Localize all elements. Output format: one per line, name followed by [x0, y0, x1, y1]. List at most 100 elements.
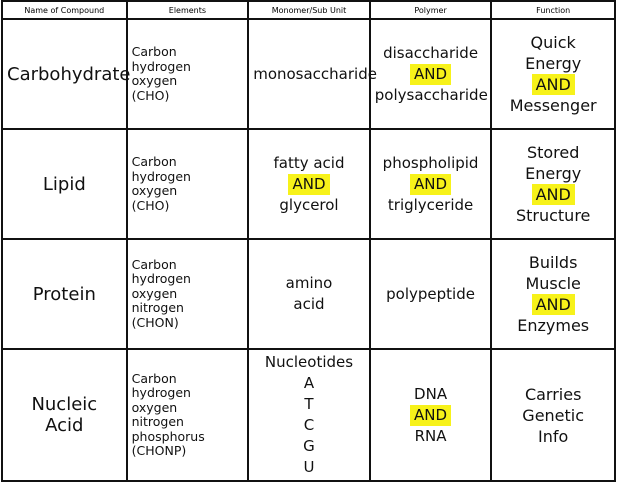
- cell-line: nitrogen: [132, 414, 244, 430]
- cell-text: Protein: [32, 283, 96, 305]
- cell-text: Quick: [530, 33, 576, 52]
- table-row: Protein Carbon hydrogen oxygen nitrogen (CHON…: [1, 238, 616, 350]
- cell-line: oxygen: [131, 399, 244, 416]
- cell-text: polypeptide: [386, 284, 475, 303]
- cell-text: (CHO): [131, 197, 170, 213]
- cell-line: hydrogen: [132, 272, 244, 287]
- cell-text: hydrogen: [131, 58, 191, 74]
- table-cell: Carbon hydrogen oxygen (CHO): [125, 18, 250, 130]
- cell-line: Stored: [496, 142, 610, 163]
- cell-text: Carbon: [131, 44, 177, 59]
- cell-line: polypeptide: [375, 284, 487, 305]
- cell-line: AND: [496, 74, 610, 95]
- column-header: Elements: [125, 0, 250, 20]
- cell-text: fatty acid: [273, 153, 345, 172]
- table-cell: polypeptide: [368, 238, 493, 350]
- cell-line: hydrogen: [132, 169, 244, 185]
- cell-text: T: [304, 395, 314, 413]
- column-header: Monomer/Sub Unit: [247, 0, 371, 20]
- cell-text: U: [303, 458, 315, 476]
- cell-line: polysaccharide: [374, 85, 488, 106]
- cell-text: polysaccharide: [374, 85, 488, 104]
- cell-line: hydrogen: [131, 58, 244, 75]
- cell-text: G: [303, 437, 315, 455]
- table-cell: disaccharide AND polysaccharide: [368, 18, 493, 130]
- cell-text: Acid: [45, 415, 84, 436]
- cell-text: hydrogen: [131, 271, 191, 287]
- cell-line: AND: [253, 173, 365, 195]
- table-row: Lipid Carbon hydrogen oxygen (CHO) fatty acid…: [1, 128, 616, 240]
- cell-line: Quick: [496, 32, 610, 53]
- cell-line: Structure: [496, 205, 610, 226]
- table-cell: Carbon hydrogen oxygen nitrogen phosphorus (C…: [125, 348, 250, 482]
- cell-line: disaccharide: [375, 43, 487, 64]
- cell-line: C: [253, 415, 365, 436]
- cell-line: Enzymes: [496, 315, 610, 336]
- highlighted-text: AND: [531, 74, 575, 95]
- cell-line: glycerol: [253, 195, 365, 216]
- cell-text: Stored: [526, 143, 580, 162]
- cell-text: (CHO): [131, 87, 170, 103]
- cell-line: amino: [253, 273, 365, 294]
- table-body: Carbohydrate Carbon hydrogen oxygen (CHO) mon…: [1, 18, 616, 482]
- cell-text: Nucleotides: [264, 353, 354, 371]
- cell-line: Nucleic: [7, 394, 122, 415]
- cell-text: Carries: [524, 384, 582, 404]
- highlighted-text: AND: [410, 173, 452, 195]
- highlighted-text: AND: [531, 294, 575, 315]
- highlighted-text: AND: [288, 173, 330, 195]
- cell-text: disaccharide: [383, 43, 479, 62]
- cell-text: Carbon: [131, 370, 177, 386]
- cell-text: Muscle: [525, 274, 581, 293]
- cell-line: AND: [496, 184, 610, 205]
- cell-line: fatty acid: [253, 153, 365, 174]
- table-cell: Lipid: [1, 128, 128, 240]
- cell-line: Muscle: [496, 273, 610, 294]
- header-row: Name of Compound Elements Monomer/Sub Unit…: [1, 0, 616, 20]
- cell-text: phospholipid: [382, 153, 479, 172]
- column-header: Polymer: [368, 0, 493, 20]
- cell-text: Messenger: [509, 96, 597, 115]
- cell-line: oxygen: [131, 73, 244, 89]
- cell-text: triglyceride: [387, 195, 474, 214]
- highlighted-text: AND: [531, 184, 575, 205]
- cell-line: U: [253, 457, 365, 478]
- cell-line: phosphorus: [131, 428, 244, 445]
- cell-line: (CHO): [131, 197, 244, 214]
- cell-line: (CHONP): [131, 443, 244, 459]
- cell-text: Carbon: [131, 256, 177, 272]
- cell-line: Carbon: [131, 256, 244, 273]
- cell-line: oxygen: [131, 183, 244, 199]
- cell-text: Enzymes: [517, 316, 590, 335]
- cell-text: nitrogen: [131, 300, 184, 316]
- cell-line: Carbon: [131, 370, 244, 387]
- cell-line: AND: [375, 173, 487, 195]
- cell-line: Genetic: [496, 405, 610, 426]
- column-header: Function: [490, 0, 616, 20]
- cell-line: Lipid: [7, 174, 122, 195]
- cell-line: nitrogen: [132, 301, 244, 316]
- cell-text: oxygen: [131, 399, 178, 415]
- cell-line: AND: [375, 63, 487, 85]
- cell-line: A: [253, 373, 365, 394]
- column-header: Name of Compound: [1, 0, 128, 20]
- table-cell: Carries Genetic Info: [490, 348, 616, 482]
- cell-line: Protein: [7, 284, 122, 305]
- cell-text: (CHONP): [131, 443, 187, 458]
- cell-line: (CHO): [131, 87, 244, 104]
- cell-line: Carbon: [132, 154, 244, 170]
- cell-text: oxygen: [131, 285, 178, 301]
- table-cell: Carbon hydrogen oxygen (CHO): [125, 128, 250, 240]
- cell-text: acid: [293, 295, 325, 313]
- cell-text: oxygen: [131, 73, 178, 88]
- cell-text: DNA: [414, 384, 448, 403]
- cell-text: phosphorus: [131, 428, 205, 444]
- cell-line: Carries: [496, 384, 610, 405]
- cell-text: oxygen: [131, 183, 178, 198]
- cell-line: AND: [496, 294, 610, 315]
- cell-line: G: [253, 436, 365, 457]
- cell-line: T: [253, 394, 365, 415]
- cell-text: Structure: [515, 206, 591, 225]
- cell-text: amino: [285, 274, 333, 292]
